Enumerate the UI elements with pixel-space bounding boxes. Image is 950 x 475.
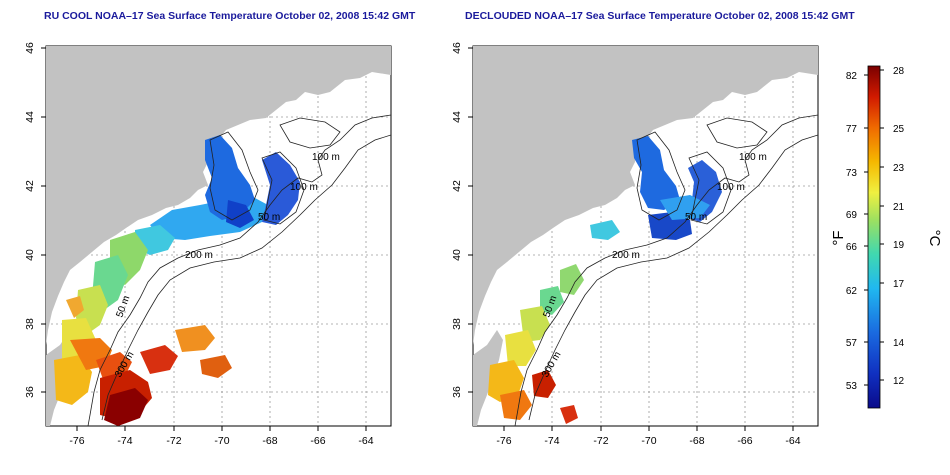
lon-tick-label: -70 [214, 435, 229, 447]
colorbar-f-labels: 82 77 73 69 66 62 57 53 [846, 71, 858, 392]
lon-tick-label: -76 [496, 435, 511, 447]
left-axis-ticks [41, 47, 367, 431]
colorbar-ticks [864, 69, 884, 386]
right-axis-ticks [468, 47, 794, 431]
c-tick-label: 21 [893, 202, 905, 213]
lon-tick-label: -68 [689, 435, 704, 447]
f-tick-label: 62 [846, 286, 858, 297]
contour-label: 100 m [290, 182, 318, 193]
lat-tick-label: 44 [451, 111, 463, 123]
right-bathymetry-contours [514, 114, 818, 426]
lon-tick-label: -68 [262, 435, 277, 447]
contour-label: 100 m [739, 152, 767, 163]
lon-tick-label: -76 [69, 435, 84, 447]
lat-tick-label: 42 [451, 180, 463, 192]
left-bathymetry-contours [87, 114, 391, 426]
lat-tick-label: 38 [451, 318, 463, 330]
c-tick-label: 19 [893, 240, 905, 251]
right-map: 100 m 100 m 50 m 200 m 50 m 300 m -76 -7… [451, 42, 819, 447]
celsius-axis-label: °C [926, 230, 943, 247]
right-land [473, 46, 818, 345]
left-lon-labels: -76 -74 -72 -70 -68 -66 -64 [69, 435, 373, 447]
lon-tick-label: -74 [544, 435, 559, 447]
right-lat-labels: 36 38 40 42 44 46 [451, 42, 463, 398]
f-tick-label: 77 [846, 124, 858, 135]
lat-tick-label: 46 [24, 42, 36, 54]
c-tick-label: 17 [893, 279, 905, 290]
lon-tick-label: -66 [737, 435, 752, 447]
contour-label: 50 m [685, 212, 707, 223]
f-tick-label: 57 [846, 338, 858, 349]
lat-tick-label: 36 [24, 386, 36, 398]
fahrenheit-axis-label: °F [830, 230, 847, 245]
f-tick-label: 73 [846, 168, 858, 179]
contour-label: 200 m [612, 250, 640, 261]
f-tick-label: 66 [846, 242, 858, 253]
c-tick-label: 23 [893, 163, 905, 174]
left-map: 100 m 100 m 50 m 200 m 50 m 300 m -76 -7… [24, 42, 392, 447]
right-lon-labels: -76 -74 -72 -70 -68 -66 -64 [496, 435, 800, 447]
contour-label: 100 m [717, 182, 745, 193]
lon-tick-label: -66 [310, 435, 325, 447]
lat-tick-label: 38 [24, 318, 36, 330]
lon-tick-label: -72 [593, 435, 608, 447]
c-tick-label: 25 [893, 124, 905, 135]
lat-tick-label: 44 [24, 111, 36, 123]
lon-tick-label: -74 [117, 435, 132, 447]
lat-tick-label: 40 [24, 249, 36, 261]
left-lat-labels: 36 38 40 42 44 46 [24, 42, 36, 398]
c-tick-label: 14 [893, 338, 905, 349]
contour-label: 200 m [185, 250, 213, 261]
f-tick-label: 82 [846, 71, 858, 82]
colorbar-c-labels: 28 25 23 21 19 17 14 12 [893, 66, 905, 387]
lat-tick-label: 40 [451, 249, 463, 261]
left-land [46, 46, 391, 345]
lon-tick-label: -64 [358, 435, 373, 447]
f-tick-label: 53 [846, 381, 858, 392]
right-map-grid [473, 46, 818, 426]
c-tick-label: 28 [893, 66, 905, 77]
c-tick-label: 12 [893, 376, 905, 387]
left-sst-data [54, 135, 300, 426]
right-sst-data [488, 136, 722, 424]
colorbar-gradient [867, 65, 881, 409]
f-tick-label: 69 [846, 210, 858, 221]
lat-tick-label: 36 [451, 386, 463, 398]
right-land-south [473, 330, 503, 426]
left-map-title: RU COOL NOAA–17 Sea Surface Temperature … [44, 10, 416, 22]
lat-tick-label: 42 [24, 180, 36, 192]
contour-label: 50 m [258, 212, 280, 223]
lon-tick-label: -70 [641, 435, 656, 447]
lon-tick-label: -72 [166, 435, 181, 447]
lat-tick-label: 46 [451, 42, 463, 54]
contour-label: 100 m [312, 152, 340, 163]
right-map-title: DECLOUDED NOAA–17 Sea Surface Temperatur… [465, 10, 855, 22]
lon-tick-label: -64 [785, 435, 800, 447]
colorbar: 82 77 73 69 66 62 57 53 28 25 23 21 19 1… [830, 65, 943, 409]
